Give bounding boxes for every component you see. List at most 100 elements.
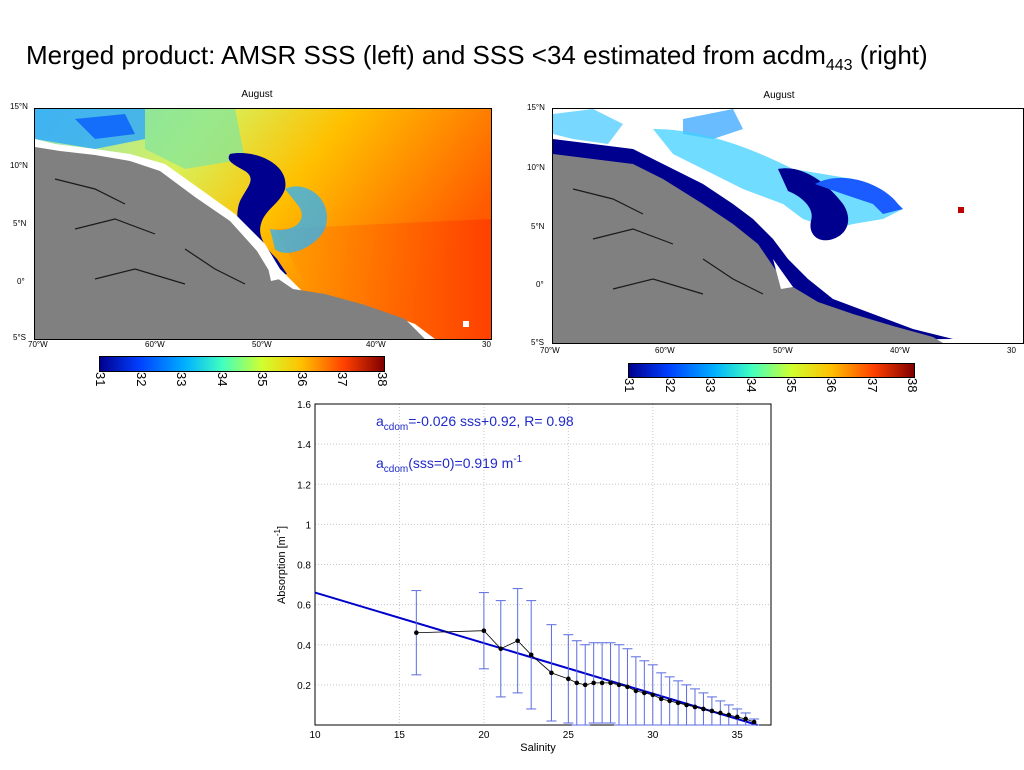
right-map-title: August (763, 90, 795, 101)
left-cbar-35: 35 (255, 372, 270, 387)
right-lon-label-30: 30 (1007, 346, 1016, 355)
right-cbar-36: 36 (824, 378, 839, 393)
x-tick-label: 15 (394, 730, 406, 741)
data-point (616, 682, 622, 688)
right-lat-label-5s: 5°S (531, 338, 544, 347)
left-colorbar (99, 356, 385, 372)
y-tick-labels: 0.2 0.4 0.6 0.8 1 1.2 1.4 1.6 (297, 400, 311, 692)
x-axis-label: Salinity (520, 742, 556, 754)
x-tick-label: 10 (309, 730, 321, 741)
y-tick-label: 0.4 (297, 641, 311, 652)
data-point (658, 696, 664, 702)
left-cbar-36: 36 (295, 372, 310, 387)
right-lat-label-0: 0° (536, 280, 544, 289)
data-points (414, 628, 757, 725)
left-lat-label-10n: 10°N (10, 161, 28, 170)
intercept-sub: cdom (384, 464, 408, 475)
data-point (515, 638, 520, 644)
right-cbar-38: 38 (905, 378, 920, 393)
x-tick-labels: 10 15 20 25 30 35 (309, 730, 743, 741)
right-map-frame (552, 108, 1024, 344)
left-cbar-31: 31 (93, 372, 108, 387)
data-point (498, 646, 504, 652)
data-point (566, 676, 571, 682)
left-lon-label-40w: 40°W (366, 340, 386, 349)
left-cbar-33: 33 (174, 372, 189, 387)
right-cbar-34: 34 (744, 378, 759, 393)
right-cbar-31: 31 (622, 378, 637, 393)
data-point (574, 680, 580, 686)
right-cbar-37: 37 (865, 378, 880, 393)
data-point (608, 680, 613, 686)
left-map-frame (34, 108, 492, 340)
y-tick-label: 1.4 (297, 440, 311, 451)
left-cbar-32: 32 (134, 372, 149, 387)
x-tick-label: 35 (732, 730, 744, 741)
left-map-panel: August 15°N 10°N 5°N 0° 5°S (0, 88, 500, 388)
y-tick-label: 0.6 (297, 601, 311, 612)
left-sss-map (35, 109, 491, 339)
y-axis-label: Absorption [m-1] (273, 526, 288, 604)
left-lat-label-5s: 5°S (13, 333, 26, 342)
right-colorbar (628, 363, 915, 378)
data-point (650, 692, 656, 698)
data-point (709, 708, 715, 714)
fit-eq-rest: =-0.026 sss+0.92, R= 0.98 (408, 413, 574, 429)
data-point (481, 628, 487, 634)
right-lon-label-60w: 60°W (655, 346, 675, 355)
plot-frame (314, 403, 772, 726)
data-point (734, 714, 740, 720)
y-tick-label: 1 (305, 520, 311, 531)
left-lat-label-15n: 15°N (10, 102, 28, 111)
data-point (633, 688, 639, 694)
y-axis-label-main: Absorption [m (276, 536, 288, 604)
intercept-a: a (376, 455, 384, 471)
data-point (528, 652, 534, 658)
right-cbar-32: 32 (663, 378, 678, 393)
slide-title-subscript: 443 (825, 57, 853, 74)
y-axis-label-sup: -1 (273, 528, 282, 536)
intercept-sup: -1 (513, 454, 522, 465)
slide-title: Merged product: AMSR SSS (left) and SSS … (26, 40, 928, 75)
right-sss-map (553, 109, 1023, 343)
right-lon-label-50w: 50°W (773, 346, 793, 355)
data-point (591, 680, 596, 686)
data-point (701, 706, 706, 712)
right-map-panel: August 15°N 10°N 5°N 0° 5°S 70°W 60°W 50… (520, 88, 1024, 388)
left-lon-label-60w: 60°W (145, 340, 165, 349)
left-lat-label-5n: 5°N (13, 219, 27, 228)
fit-equation-annotation: acdom=-0.026 sss+0.92, R= 0.98 (376, 413, 574, 433)
y-tick-label: 0.2 (297, 681, 311, 692)
y-axis-label-end: ] (276, 526, 288, 529)
fit-eq-sub: cdom (384, 422, 408, 433)
data-point (675, 700, 681, 706)
scatter-svg: 10 15 20 25 30 35 0.2 0.4 0.6 0.8 1 1.2 1.4 1.6 Sali… (273, 400, 772, 754)
right-lat-label-15n: 15°N (527, 103, 545, 112)
grid-lines (314, 403, 771, 725)
left-lon-label-70w: 70°W (28, 340, 48, 349)
slide-title-main: Merged product: AMSR SSS (left) and SSS … (26, 40, 826, 70)
x-tick-label: 20 (478, 730, 490, 741)
right-cbar-33: 33 (703, 378, 718, 393)
intercept-rest: (sss=0)=0.919 m (408, 455, 513, 471)
data-point (582, 682, 588, 688)
data-point (667, 698, 672, 704)
absorption-salinity-chart: 10 15 20 25 30 35 0.2 0.4 0.6 0.8 1 1.2 1.4 1.6 Sali… (258, 395, 778, 765)
data-point (642, 690, 647, 696)
x-tick-label: 25 (563, 730, 575, 741)
left-cbar-38: 38 (375, 372, 390, 387)
right-lon-label-70w: 70°W (540, 346, 560, 355)
right-lat-label-5n: 5°N (531, 222, 545, 231)
data-point (549, 670, 554, 676)
data-point (625, 684, 630, 690)
slide-title-end: (right) (852, 40, 928, 70)
data-point (599, 680, 605, 686)
right-lat-label-10n: 10°N (527, 163, 545, 172)
intercept-annotation: acdom(sss=0)=0.919 m-1 (376, 454, 523, 475)
data-point (718, 710, 723, 716)
data-point (743, 716, 748, 722)
y-tick-label: 0.8 (297, 561, 311, 572)
data-point (726, 712, 732, 718)
data-point (684, 702, 689, 708)
data-point (414, 630, 419, 636)
